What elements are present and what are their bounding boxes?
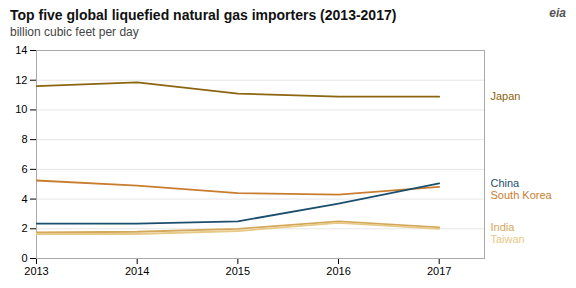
svg-text:China: China [491, 177, 521, 189]
svg-text:2016: 2016 [326, 265, 350, 277]
svg-text:6: 6 [21, 163, 27, 175]
svg-text:2015: 2015 [226, 265, 250, 277]
svg-text:0: 0 [21, 252, 27, 264]
svg-text:14: 14 [15, 44, 27, 56]
svg-text:10: 10 [15, 103, 27, 115]
svg-text:Japan: Japan [491, 90, 521, 102]
html-text:Top five global liquefied natu: Top five global liquefied natural gas im… [10, 7, 397, 23]
svg-text:2017: 2017 [427, 265, 451, 277]
svg-text:12: 12 [15, 74, 27, 86]
html-text:billion cubic feet per day: billion cubic feet per day [10, 25, 139, 39]
svg-text:2: 2 [21, 222, 27, 234]
svg-text:8: 8 [21, 133, 27, 145]
svg-text:2014: 2014 [125, 265, 149, 277]
svg-text:South Korea: South Korea [491, 189, 553, 201]
svg-text:4: 4 [21, 193, 27, 205]
svg-text:Taiwan: Taiwan [491, 233, 525, 245]
svg-text:India: India [491, 221, 516, 233]
html-text:eia: eia [549, 6, 566, 20]
svg-text:2013: 2013 [24, 265, 48, 277]
